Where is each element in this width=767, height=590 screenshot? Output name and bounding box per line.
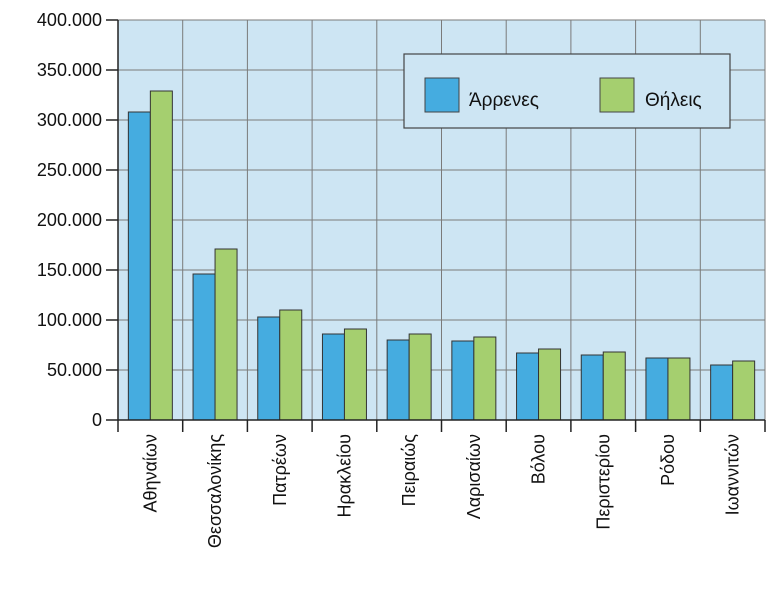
x-axis-ticks: Αθηναίων Θεσσαλονίκης Πατρέων Ηρακλείου Πειρ… xyxy=(117,420,766,548)
bar-female xyxy=(408,333,432,421)
y-tick-label: 150.000 xyxy=(37,260,102,280)
bar-female xyxy=(279,309,303,421)
bar-male xyxy=(257,316,281,421)
y-tick-label: 250.000 xyxy=(37,160,102,180)
bars xyxy=(127,90,756,421)
bar-male xyxy=(386,339,410,421)
category-label: Περιστερίου xyxy=(593,434,613,530)
bar-female xyxy=(149,90,173,421)
y-tick-label: 100.000 xyxy=(37,310,102,330)
bar-female xyxy=(214,248,238,421)
bar-male xyxy=(516,352,540,421)
bar-male xyxy=(710,364,734,421)
bar-female xyxy=(473,336,497,421)
category-label: Πατρέων xyxy=(270,434,290,506)
bar-male xyxy=(580,354,604,421)
category-label: Ρόδου xyxy=(658,434,678,486)
y-axis-ticks: 0 50.000 100.000 150.000 200.000 250.000 300.0… xyxy=(37,10,118,430)
y-tick-label: 0 xyxy=(92,410,102,430)
bar-female xyxy=(602,351,626,421)
bar-female xyxy=(667,357,691,421)
bar-male xyxy=(321,333,345,421)
bar-female xyxy=(343,328,367,421)
bar-female xyxy=(732,360,756,421)
bar-female xyxy=(538,348,562,421)
legend-label-male: Άρρενες xyxy=(469,90,539,111)
y-tick-label: 200.000 xyxy=(37,210,102,230)
y-tick-label: 400.000 xyxy=(37,10,102,30)
category-label: Ιωαννιτών xyxy=(723,434,743,515)
legend-swatch-female xyxy=(599,77,635,113)
legend-swatch-male xyxy=(424,77,460,113)
category-label: Λαρισαίων xyxy=(464,434,484,519)
category-label: Βόλου xyxy=(529,434,549,484)
bar-male xyxy=(451,340,475,421)
y-tick-label: 350.000 xyxy=(37,60,102,80)
legend: Άρρενες Θήλεις xyxy=(403,53,731,129)
bar-male xyxy=(645,357,669,421)
bar-male xyxy=(192,273,216,421)
category-label: Αθηναίων xyxy=(140,434,160,513)
bar-male xyxy=(127,111,151,421)
y-tick-label: 50.000 xyxy=(47,360,102,380)
y-tick-label: 300.000 xyxy=(37,110,102,130)
legend-label-female: Θήλεις xyxy=(645,90,702,111)
category-label: Πειραιώς xyxy=(399,434,419,507)
category-label: Θεσσαλονίκης xyxy=(205,434,225,548)
category-label: Ηρακλείου xyxy=(334,434,354,518)
